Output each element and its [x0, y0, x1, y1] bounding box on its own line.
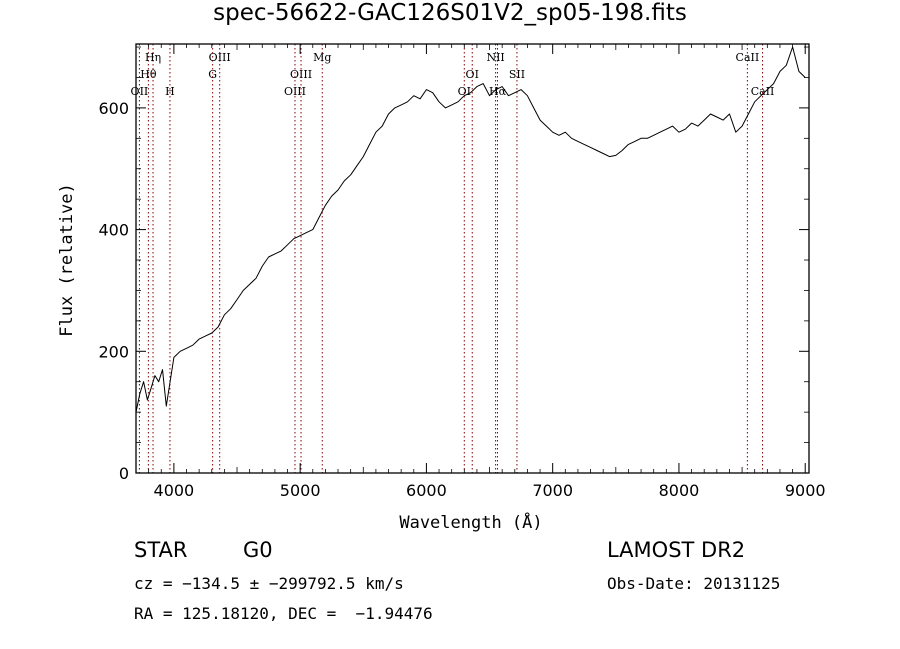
emission-line-label: CaII — [736, 51, 760, 64]
redshift-value: cz = −134.5 ± −299792.5 km/s — [134, 574, 404, 593]
x-tick-label: 6000 — [406, 481, 447, 500]
x-tick-label: 5000 — [280, 481, 321, 500]
plot-frame — [135, 43, 810, 474]
emission-line-label: Mg — [313, 51, 331, 64]
y-tick-label: 0 — [119, 464, 129, 483]
emission-line-label: OIII — [290, 68, 312, 81]
survey-name-label: LAMOST DR2 — [607, 538, 746, 562]
y-axis-label: Flux (relative) — [57, 183, 77, 337]
spectrum-line-group — [135, 46, 806, 413]
spectrum-line — [135, 46, 806, 413]
emission-line-label: OIII — [209, 51, 231, 64]
chart-title: spec-56622-GAC126S01V2_sp05-198.fits — [213, 0, 687, 26]
emission-line-label: CaII — [751, 85, 775, 98]
y-tick-label: 600 — [98, 99, 129, 118]
emission-line-label: Hη — [145, 51, 161, 64]
y-tick-label: 200 — [98, 342, 129, 361]
x-tick-label: 7000 — [532, 481, 573, 500]
emission-line-label: Hα — [489, 85, 507, 98]
spectral-type-label: G0 — [243, 538, 273, 562]
x-tick-label: 4000 — [154, 481, 195, 500]
emission-line-label: G — [208, 68, 217, 81]
observation-date: Obs-Date: 20131125 — [607, 574, 781, 593]
sky-coordinates: RA = 125.18120, DEC = −1.94476 — [134, 604, 433, 623]
emission-line-label: OI — [458, 85, 471, 98]
axis-ticks — [135, 44, 809, 474]
x-tick-label: 9000 — [785, 481, 826, 500]
emission-line-label: NII — [486, 51, 504, 64]
emission-line-label: Hθ — [140, 68, 157, 81]
y-tick-label: 400 — [98, 221, 129, 240]
emission-line-label: OI — [466, 68, 479, 81]
emission-line-label: H — [165, 85, 175, 98]
emission-line-label: OII — [131, 85, 149, 98]
emission-line-label: OIII — [284, 85, 306, 98]
x-tick-label: 8000 — [659, 481, 700, 500]
emission-line-label: SII — [509, 68, 525, 81]
emission-line-markers — [138, 44, 764, 473]
object-class-label: STAR — [134, 538, 188, 562]
axis-tick-labels: 4000 5000 6000 7000 8000 9000 0 200 400 600 — [98, 99, 825, 500]
x-axis-label: Wavelength (Å) — [399, 511, 542, 533]
emission-line-labels: OIIHθHηHOIIIGOIIIOIIIMgOIOINIIHαSIICaIIC… — [131, 51, 775, 98]
